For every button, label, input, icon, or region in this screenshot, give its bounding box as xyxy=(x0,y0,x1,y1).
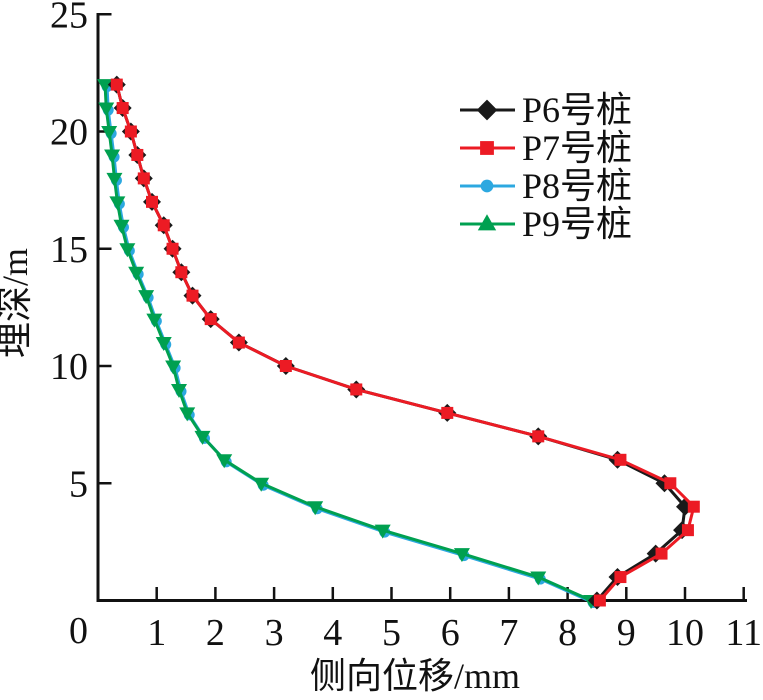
x-tick-label: 11 xyxy=(725,612,762,654)
square-marker xyxy=(532,430,545,443)
square-marker xyxy=(614,453,627,466)
y-tick-label: 10 xyxy=(50,346,88,388)
y-tick-label: 25 xyxy=(50,0,88,36)
triangle-up-marker xyxy=(477,214,497,231)
square-marker xyxy=(186,289,199,302)
square-marker xyxy=(687,500,700,513)
legend-item-p8: P8号桩 xyxy=(460,166,632,206)
triangle-down-marker xyxy=(194,430,211,445)
origin-tick-label: 0 xyxy=(69,610,88,652)
triangle-down-marker xyxy=(97,79,114,94)
x-tick-label: 3 xyxy=(265,612,284,654)
triangle-down-marker xyxy=(101,126,118,140)
triangle-down-marker xyxy=(179,407,196,422)
square-marker xyxy=(350,383,363,396)
square-marker xyxy=(593,594,606,607)
x-tick-label: 9 xyxy=(617,612,636,654)
x-tick-label: 1 xyxy=(147,612,166,654)
square-marker xyxy=(204,313,217,326)
square-marker xyxy=(116,102,129,115)
x-axis-title: 侧向位移/mm xyxy=(310,656,520,696)
triangle-down-marker xyxy=(374,524,391,539)
square-marker xyxy=(137,172,150,185)
triangle-down-marker xyxy=(530,571,547,586)
legend-label: P8号桩 xyxy=(522,166,632,206)
triangle-down-marker xyxy=(165,360,182,375)
triangle-down-marker xyxy=(109,196,126,211)
triangle-down-marker xyxy=(104,149,121,164)
triangle-down-marker xyxy=(155,337,172,352)
x-tick-label: 10 xyxy=(666,612,704,654)
legend-label: P6号桩 xyxy=(522,90,632,130)
x-tick-label: 6 xyxy=(441,612,460,654)
legend-item-p9: P9号桩 xyxy=(460,204,632,244)
y-tick-label: 20 xyxy=(50,112,88,154)
x-tick-label: 4 xyxy=(323,612,342,654)
square-marker xyxy=(232,336,245,349)
square-marker xyxy=(175,266,188,279)
y-tick-label: 15 xyxy=(50,229,88,271)
triangle-down-marker xyxy=(146,313,163,328)
triangle-down-marker xyxy=(307,501,324,516)
triangle-down-marker xyxy=(113,219,130,234)
legend-item-p7: P7号桩 xyxy=(460,128,632,168)
triangle-down-marker xyxy=(128,266,145,281)
triangle-down-marker xyxy=(216,454,233,469)
triangle-down-marker xyxy=(138,290,155,305)
y-tick-label: 5 xyxy=(69,463,88,505)
series-p9 xyxy=(97,79,600,609)
square-marker xyxy=(131,148,144,161)
x-tick-label: 5 xyxy=(382,612,401,654)
legend-label: P7号桩 xyxy=(522,128,632,168)
square-marker xyxy=(110,78,123,91)
series-line xyxy=(105,85,595,604)
x-tick-label: 8 xyxy=(558,612,577,654)
square-marker xyxy=(681,524,694,537)
triangle-down-marker xyxy=(171,383,188,398)
series-p7 xyxy=(110,78,700,607)
legend-label: P9号桩 xyxy=(522,204,632,244)
square-marker xyxy=(664,477,677,490)
square-marker xyxy=(480,141,494,155)
triangle-down-marker xyxy=(453,548,470,563)
square-marker xyxy=(279,360,292,372)
square-marker xyxy=(146,195,159,208)
square-marker xyxy=(157,219,170,232)
diamond-marker xyxy=(476,99,498,121)
x-tick-label: 7 xyxy=(499,612,518,654)
series-line xyxy=(103,83,593,602)
square-marker xyxy=(166,242,179,255)
triangle-down-marker xyxy=(119,243,136,258)
square-marker xyxy=(655,547,668,560)
y-axis-title: 埋深/m xyxy=(0,248,35,358)
triangle-down-marker xyxy=(98,102,115,117)
triangle-down-marker xyxy=(253,477,270,492)
x-tick-label: 2 xyxy=(206,612,225,654)
legend-item-p6: P6号桩 xyxy=(460,90,632,130)
circle-marker xyxy=(480,179,494,193)
square-marker xyxy=(441,406,454,419)
triangle-down-marker xyxy=(106,172,123,187)
square-marker xyxy=(124,125,137,138)
square-marker xyxy=(614,571,627,584)
